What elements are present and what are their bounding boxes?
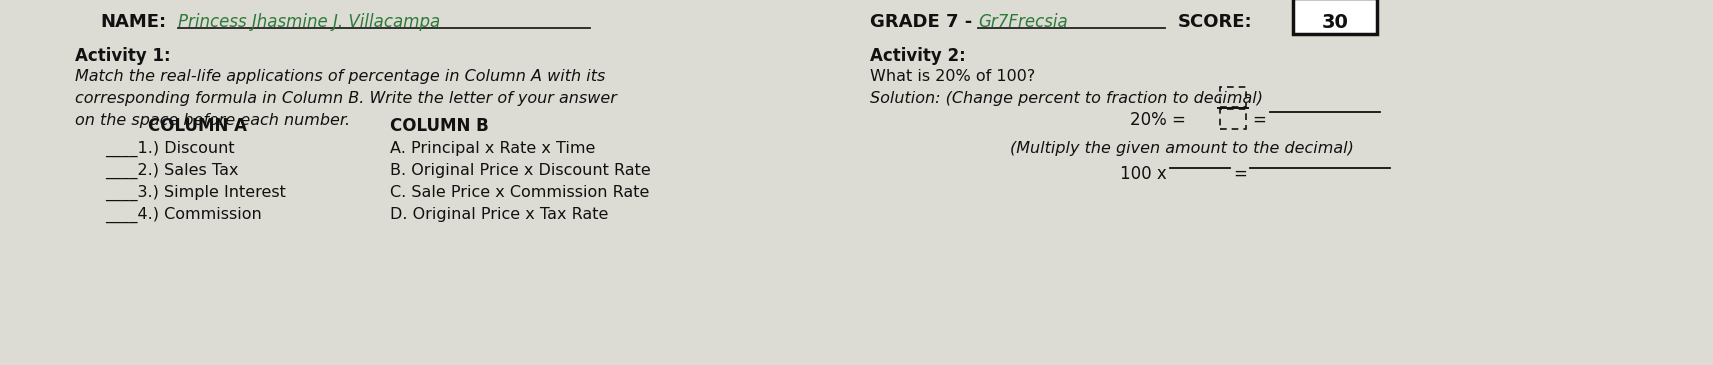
Text: Gr7Frecsia: Gr7Frecsia — [978, 13, 1067, 31]
Text: Princess Jhasmine J. Villacampa: Princess Jhasmine J. Villacampa — [178, 13, 440, 31]
Text: D. Original Price x Tax Rate: D. Original Price x Tax Rate — [391, 207, 608, 222]
Text: corresponding formula in Column B. Write the letter of your answer: corresponding formula in Column B. Write… — [75, 91, 617, 106]
Text: (Multiply the given amount to the decimal): (Multiply the given amount to the decima… — [1011, 141, 1353, 156]
Text: What is 20% of 100?: What is 20% of 100? — [870, 69, 1035, 84]
Text: C. Sale Price x Commission Rate: C. Sale Price x Commission Rate — [391, 185, 649, 200]
Text: 30: 30 — [1321, 13, 1348, 32]
Text: B. Original Price x Discount Rate: B. Original Price x Discount Rate — [391, 163, 651, 178]
Text: NAME:: NAME: — [99, 13, 166, 31]
Text: A. Principal x Rate x Time: A. Principal x Rate x Time — [391, 141, 596, 156]
Text: ____4.) Commission: ____4.) Commission — [104, 207, 262, 223]
Text: ____2.) Sales Tax: ____2.) Sales Tax — [104, 163, 238, 179]
Text: Activity 1:: Activity 1: — [75, 47, 171, 65]
Text: =: = — [1252, 111, 1266, 129]
Text: COLUMN B: COLUMN B — [391, 117, 488, 135]
Bar — [1220, 109, 1245, 129]
Text: COLUMN A: COLUMN A — [147, 117, 247, 135]
Text: SCORE:: SCORE: — [1179, 13, 1252, 31]
Text: =: = — [1233, 165, 1247, 183]
Text: Activity 2:: Activity 2: — [870, 47, 966, 65]
Text: GRADE 7 -: GRADE 7 - — [870, 13, 973, 31]
Text: 20% =: 20% = — [1131, 111, 1185, 129]
Bar — [1220, 87, 1245, 107]
Text: 100 x: 100 x — [1120, 165, 1167, 183]
Text: Solution: (Change percent to fraction to decimal): Solution: (Change percent to fraction to… — [870, 91, 1262, 106]
Text: on the space before each number.: on the space before each number. — [75, 113, 349, 128]
Text: Match the real-life applications of percentage in Column A with its: Match the real-life applications of perc… — [75, 69, 605, 84]
FancyBboxPatch shape — [1293, 0, 1377, 34]
Text: ____3.) Simple Interest: ____3.) Simple Interest — [104, 185, 286, 201]
Text: ____1.) Discount: ____1.) Discount — [104, 141, 235, 157]
